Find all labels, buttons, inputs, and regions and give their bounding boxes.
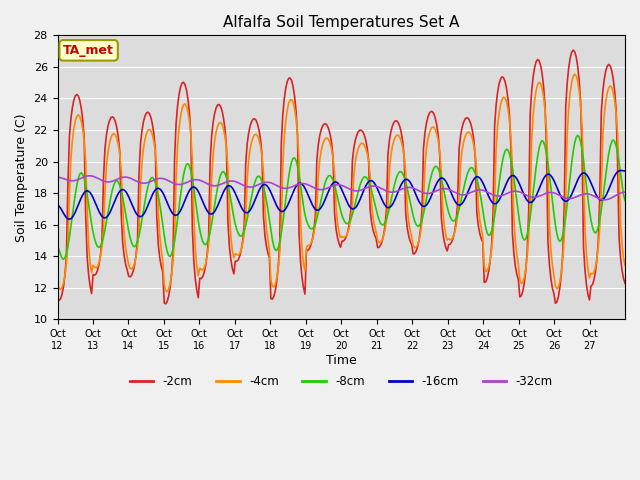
-16cm: [617, 168, 625, 173]
-32cm: [86, 173, 94, 179]
-16cm: [460, 199, 467, 204]
Line: -8cm: -8cm: [58, 135, 625, 259]
-4cm: [163, 288, 171, 294]
-2cm: [91, 272, 99, 278]
-4cm: [73, 113, 81, 119]
-2cm: [73, 92, 81, 97]
-32cm: [73, 177, 81, 183]
-32cm: [460, 192, 467, 198]
-4cm: [347, 216, 355, 222]
-2cm: [620, 276, 627, 281]
-4cm: [544, 164, 552, 169]
-4cm: [621, 263, 629, 268]
-32cm: [600, 197, 608, 203]
-2cm: [460, 120, 467, 125]
Line: -16cm: -16cm: [58, 170, 625, 219]
-16cm: [74, 202, 82, 208]
Legend: -2cm, -4cm, -8cm, -16cm, -32cm: -2cm, -4cm, -8cm, -16cm, -32cm: [125, 371, 557, 393]
-4cm: [571, 71, 579, 77]
-16cm: [621, 168, 629, 174]
-16cm: [92, 202, 100, 207]
-8cm: [460, 186, 467, 192]
-2cm: [162, 301, 170, 307]
Line: -2cm: -2cm: [58, 50, 625, 304]
Y-axis label: Soil Temperature (C): Soil Temperature (C): [15, 113, 28, 241]
-32cm: [621, 189, 629, 195]
-8cm: [573, 132, 581, 138]
Line: -32cm: -32cm: [58, 176, 625, 200]
Title: Alfalfa Soil Temperatures Set A: Alfalfa Soil Temperatures Set A: [223, 15, 460, 30]
-2cm: [621, 280, 629, 286]
-16cm: [544, 171, 552, 177]
-32cm: [620, 190, 627, 195]
-8cm: [347, 216, 355, 222]
-16cm: [65, 216, 73, 222]
-8cm: [620, 192, 627, 197]
-32cm: [347, 187, 355, 192]
X-axis label: Time: Time: [326, 353, 356, 367]
-32cm: [54, 174, 61, 180]
-16cm: [54, 202, 61, 208]
-4cm: [460, 140, 467, 145]
-8cm: [92, 240, 100, 246]
Line: -4cm: -4cm: [58, 74, 625, 291]
-32cm: [92, 175, 100, 180]
-2cm: [544, 240, 552, 245]
-4cm: [54, 281, 61, 287]
-2cm: [570, 47, 577, 53]
-16cm: [620, 168, 627, 174]
-8cm: [60, 256, 67, 262]
-32cm: [544, 190, 552, 196]
-4cm: [620, 254, 627, 260]
-8cm: [544, 160, 552, 166]
-8cm: [74, 176, 82, 181]
-8cm: [621, 198, 629, 204]
-8cm: [54, 244, 61, 250]
Text: TA_met: TA_met: [63, 44, 114, 57]
-16cm: [347, 205, 355, 211]
-2cm: [54, 296, 61, 302]
-2cm: [347, 207, 355, 213]
-4cm: [91, 264, 99, 270]
